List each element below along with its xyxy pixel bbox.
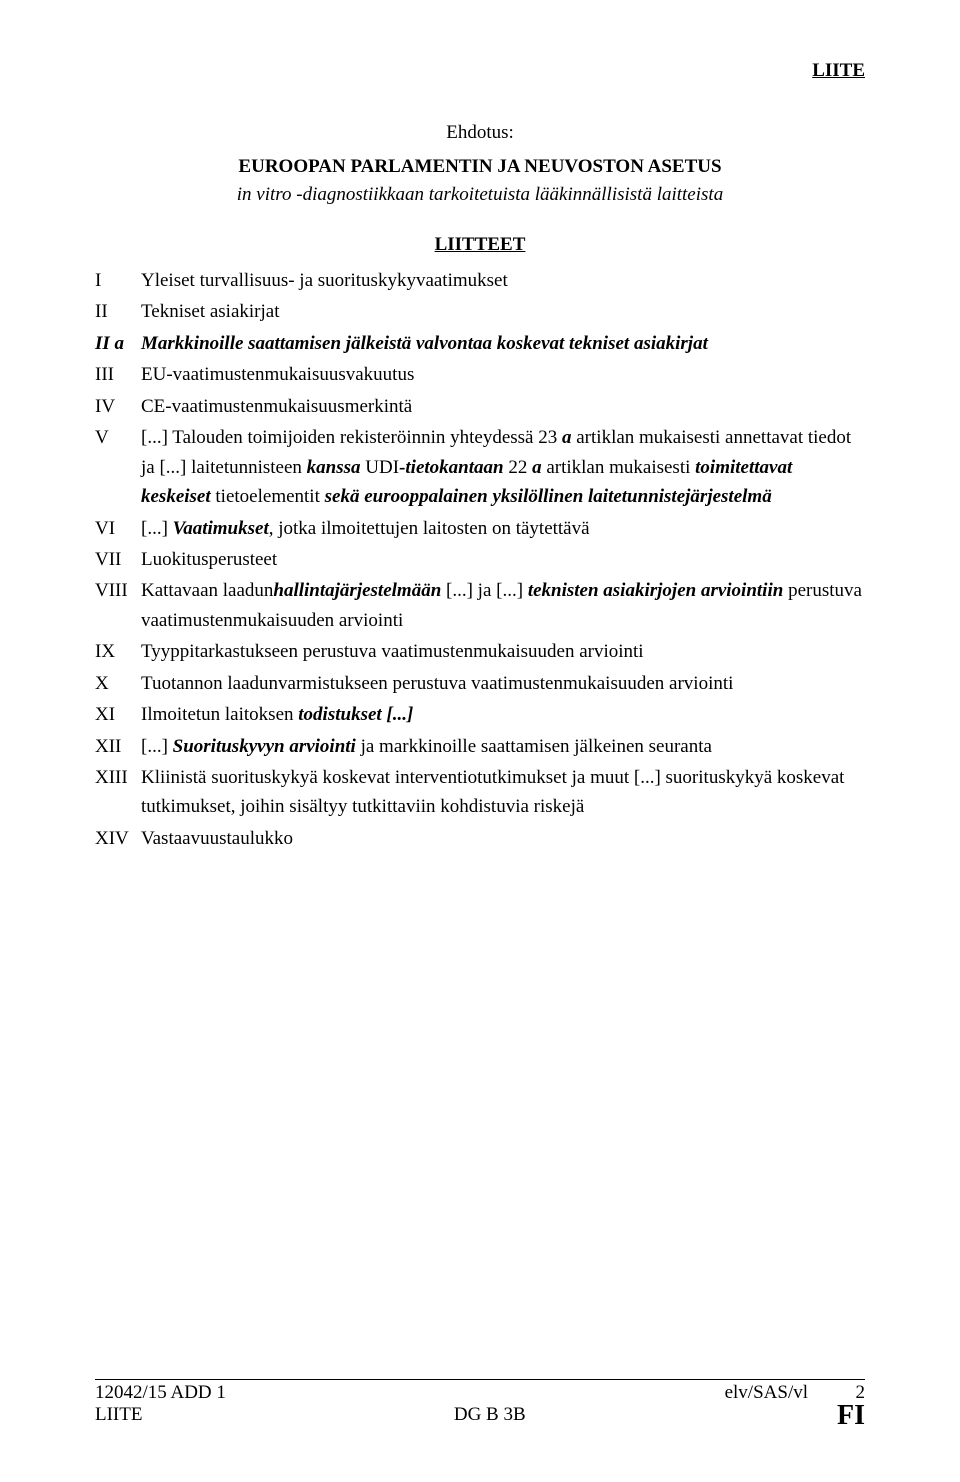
text: a xyxy=(562,427,572,448)
text: a xyxy=(532,457,542,478)
title-ehdotus: Ehdotus: xyxy=(95,122,865,144)
footer-initials: elv/SAS/vl xyxy=(725,1382,808,1403)
text: [...] xyxy=(141,518,173,539)
item-content: [...] Vaatimukset, jotka ilmoitettujen l… xyxy=(141,514,865,543)
text: UDI xyxy=(361,457,400,478)
item-label: VIII xyxy=(95,576,141,605)
text: Suorituskyvyn arviointi xyxy=(173,736,356,757)
title-subtitle: in vitro -diagnostiikkaan tarkoitetuista… xyxy=(95,184,865,206)
item-content: Ilmoitetun laitoksen todistukset [...] xyxy=(141,700,865,729)
text: Kattavaan laadun xyxy=(141,580,273,601)
item-content: Yleiset turvallisuus- ja suorituskykyvaa… xyxy=(141,266,865,295)
header-top-right: LIITE xyxy=(95,60,865,82)
item-content: Markkinoille saattamisen jälkeistä valvo… xyxy=(141,329,865,358)
item-label: XII xyxy=(95,732,141,761)
item-II: II Tekniset asiakirjat xyxy=(95,297,865,326)
item-content: [...] Talouden toimijoiden rekisteröinni… xyxy=(141,423,865,511)
text: [...] Talouden toimijoiden rekisteröinni… xyxy=(141,427,562,448)
item-X: X Tuotannon laadunvarmistukseen perustuv… xyxy=(95,669,865,698)
footer-lang: FI xyxy=(837,1400,865,1432)
title-block: Ehdotus: EUROOPAN PARLAMENTIN JA NEUVOST… xyxy=(95,122,865,206)
item-V: V [...] Talouden toimijoiden rekisteröin… xyxy=(95,423,865,511)
item-IX: IX Tyyppitarkastukseen perustuva vaatimu… xyxy=(95,637,865,666)
item-IIa: II a Markkinoille saattamisen jälkeistä … xyxy=(95,329,865,358)
item-content: Tuotannon laadunvarmistukseen perustuva … xyxy=(141,669,865,698)
page-footer: 12042/15 ADD 1 elv/SAS/vl 2 LIITE DG B 3… xyxy=(95,1379,865,1432)
text: todistukset [...] xyxy=(298,704,413,725)
item-content: Tekniset asiakirjat xyxy=(141,297,865,326)
title-main: EUROOPAN PARLAMENTIN JA NEUVOSTON ASETUS xyxy=(95,156,865,178)
text: Ilmoitetun laitoksen xyxy=(141,704,298,725)
item-label: IV xyxy=(95,392,141,421)
item-label: II xyxy=(95,297,141,326)
text: hallintajärjestelmään xyxy=(273,580,441,601)
annex-list: I Yleiset turvallisuus- ja suorituskykyv… xyxy=(95,266,865,853)
text: [...] xyxy=(141,736,173,757)
item-VIII: VIII Kattavaan laadunhallintajärjestelmä… xyxy=(95,576,865,635)
text: [...] ja [...] xyxy=(441,580,528,601)
text: teknisten asiakirjojen arviointiin xyxy=(528,580,784,601)
item-I: I Yleiset turvallisuus- ja suorituskykyv… xyxy=(95,266,865,295)
text: -tietokantaan xyxy=(399,457,504,478)
item-label: XI xyxy=(95,700,141,729)
item-label: I xyxy=(95,266,141,295)
item-III: III EU-vaatimustenmukaisuusvakuutus xyxy=(95,360,865,389)
text: Vaatimukset xyxy=(173,518,269,539)
item-label: XIV xyxy=(95,824,141,853)
item-IV: IV CE-vaatimustenmukaisuusmerkintä xyxy=(95,392,865,421)
item-content: EU-vaatimustenmukaisuusvakuutus xyxy=(141,360,865,389)
item-content: CE-vaatimustenmukaisuusmerkintä xyxy=(141,392,865,421)
item-VII: VII Luokitusperusteet xyxy=(95,545,865,574)
footer-doc-id: 12042/15 ADD 1 xyxy=(95,1382,226,1404)
text: , jotka ilmoitettujen laitosten on täyte… xyxy=(269,518,590,539)
liitteet-heading: LIITTEET xyxy=(95,234,865,256)
item-XII: XII [...] Suorituskyvyn arviointi ja mar… xyxy=(95,732,865,761)
footer-left-2: LIITE xyxy=(95,1404,142,1432)
item-content: Tyyppitarkastukseen perustuva vaatimuste… xyxy=(141,637,865,666)
text: ja markkinoille saattamisen jälkeinen se… xyxy=(356,736,712,757)
item-XIV: XIV Vastaavuustaulukko xyxy=(95,824,865,853)
text: artiklan mukaisesti xyxy=(542,457,696,478)
item-label: VII xyxy=(95,545,141,574)
text: 22 xyxy=(504,457,533,478)
item-content: Kliinistä suorituskykyä koskevat interve… xyxy=(141,763,865,822)
item-label: IX xyxy=(95,637,141,666)
item-label: III xyxy=(95,360,141,389)
item-content: Kattavaan laadunhallintajärjestelmään [.… xyxy=(141,576,865,635)
item-content: Luokitusperusteet xyxy=(141,545,865,574)
footer-row-1: 12042/15 ADD 1 elv/SAS/vl 2 xyxy=(95,1382,865,1404)
item-VI: VI [...] Vaatimukset, jotka ilmoitettuje… xyxy=(95,514,865,543)
text: sekä eurooppalainen yksilöllinen laitetu… xyxy=(325,486,772,507)
item-label: X xyxy=(95,669,141,698)
footer-rule xyxy=(95,1379,865,1380)
item-label: XIII xyxy=(95,763,141,792)
item-label: V xyxy=(95,423,141,452)
item-content: Vastaavuustaulukko xyxy=(141,824,865,853)
item-label: II a xyxy=(95,329,141,358)
page: LIITE Ehdotus: EUROOPAN PARLAMENTIN JA N… xyxy=(0,0,960,1482)
item-label: VI xyxy=(95,514,141,543)
item-content: [...] Suorituskyvyn arviointi ja markkin… xyxy=(141,732,865,761)
footer-center: DG B 3B xyxy=(142,1404,837,1432)
item-XI: XI Ilmoitetun laitoksen todistukset [...… xyxy=(95,700,865,729)
item-XIII: XIII Kliinistä suorituskykyä koskevat in… xyxy=(95,763,865,822)
footer-row-2: LIITE DG B 3B FI xyxy=(95,1404,865,1432)
text: kanssa xyxy=(307,457,361,478)
text: tietoelementit xyxy=(211,486,325,507)
